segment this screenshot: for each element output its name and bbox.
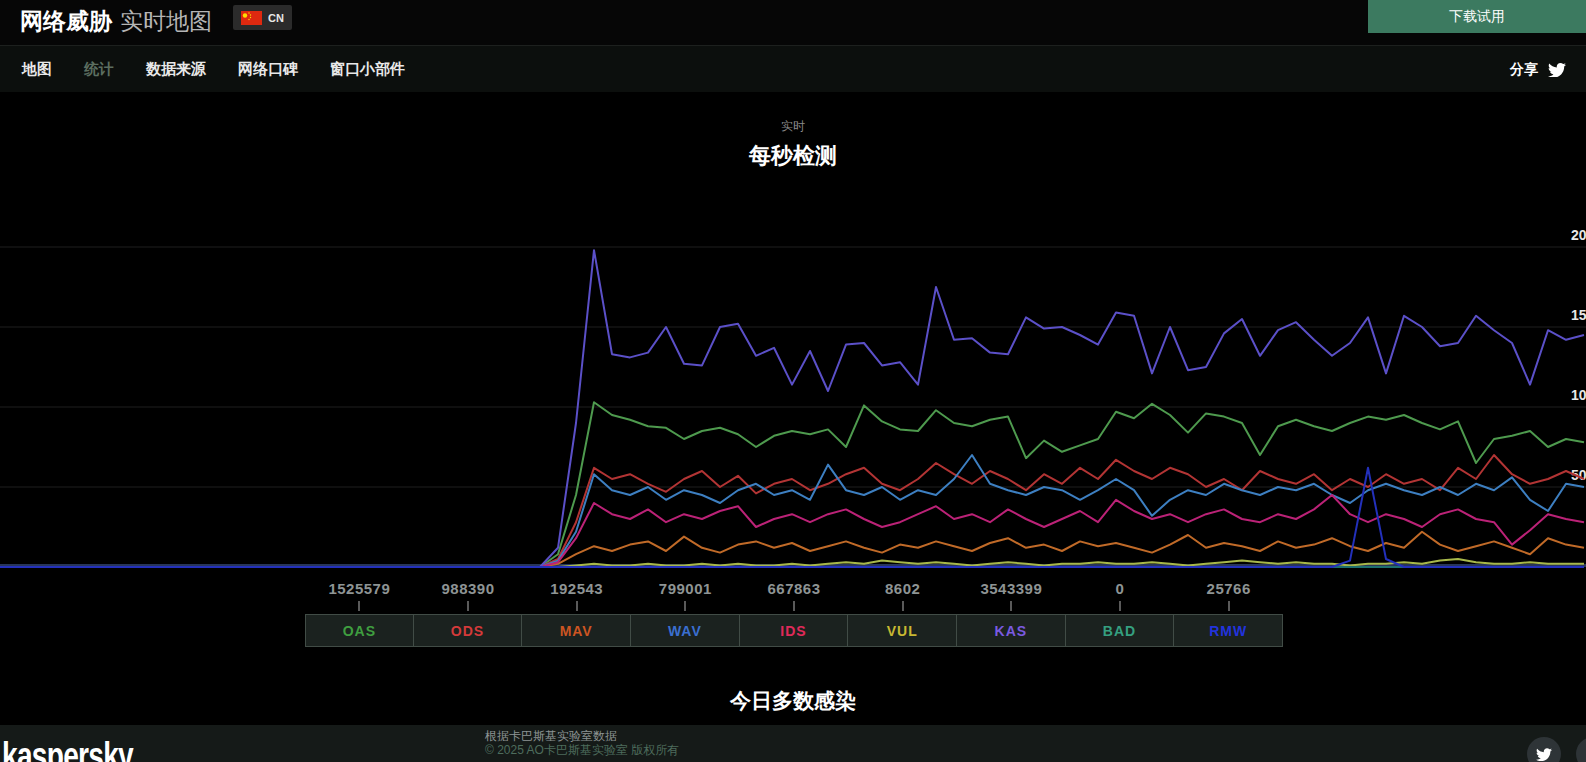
legend-tick <box>467 601 469 611</box>
legend-item-KAS: 3543399 KAS <box>957 581 1066 647</box>
tab-数据来源[interactable]: 数据来源 <box>146 60 206 79</box>
nav-tabs: 地图 统计 数据来源 网络口碑 窗口小部件 <box>22 46 405 93</box>
legend-item-WAV: 799001 WAV <box>631 581 740 647</box>
legend-value: 0 <box>1116 581 1125 597</box>
legend-button-MAV[interactable]: MAV <box>521 614 631 647</box>
legend-tick <box>902 601 904 611</box>
legend-value: 192543 <box>550 581 603 597</box>
footer-credits: 根据卡巴斯基实验室数据 © 2025 AO卡巴斯基实验室 版权所有 <box>485 729 679 757</box>
legend-button-VUL[interactable]: VUL <box>847 614 957 647</box>
footer-social <box>1527 737 1586 762</box>
nav-bar: 地图 统计 数据来源 网络口碑 窗口小部件 分享 <box>0 45 1586 92</box>
y-axis-label-150: 150 <box>1571 307 1586 323</box>
legend-value: 988390 <box>441 581 494 597</box>
series-IDS <box>0 495 1584 567</box>
twitter-icon <box>1536 747 1552 761</box>
tab-地图[interactable]: 地图 <box>22 60 52 79</box>
legend-tick <box>684 601 686 611</box>
tab-窗口小部件[interactable]: 窗口小部件 <box>330 60 405 79</box>
legend-item-ODS: 988390 ODS <box>414 581 523 647</box>
footer-credit-line2[interactable]: © 2025 AO卡巴斯基实验室 版权所有 <box>485 743 679 757</box>
footer: kaspersky 根据卡巴斯基实验室数据 © 2025 AO卡巴斯基实验室 版… <box>0 725 1586 762</box>
detections-chart: 20015010050 <box>0 0 1586 762</box>
share-label[interactable]: 分享 <box>1510 61 1538 79</box>
legend-button-ODS[interactable]: ODS <box>413 614 523 647</box>
china-flag-icon <box>241 11 262 25</box>
share-area: 分享 <box>1510 46 1566 93</box>
legend-item-BAD: 0 BAD <box>1066 581 1175 647</box>
legend-button-OAS[interactable]: OAS <box>305 614 414 647</box>
legend-item-OAS: 1525579 OAS <box>305 581 414 647</box>
app-title-bold: 网络威胁 <box>20 8 112 34</box>
legend: 1525579OAS988390ODS192543MAV799001WAV667… <box>305 581 1283 647</box>
legend-tick <box>793 601 795 611</box>
series-KAS <box>0 250 1584 567</box>
download-trial-button[interactable]: 下载试用 <box>1368 0 1586 33</box>
legend-value: 25766 <box>1207 581 1251 597</box>
chart-subtitle: 实时 <box>0 118 1586 135</box>
app-title-light: 实时地图 <box>120 8 212 34</box>
legend-button-IDS[interactable]: IDS <box>739 614 849 647</box>
tab-统计[interactable]: 统计 <box>84 60 114 79</box>
twitter-icon[interactable] <box>1548 62 1566 77</box>
legend-value: 667863 <box>767 581 820 597</box>
legend-value: 3543399 <box>980 581 1042 597</box>
legend-value: 799001 <box>659 581 712 597</box>
chart-heading: 实时 每秒检测 <box>0 118 1586 171</box>
app-header: 网络威胁实时地图 CN 下载试用 <box>0 0 1586 45</box>
legend-button-BAD[interactable]: BAD <box>1065 614 1175 647</box>
legend-item-RMW: 25766 RMW <box>1174 581 1283 647</box>
kaspersky-logo[interactable]: kaspersky <box>2 737 133 762</box>
footer-twitter-button[interactable] <box>1527 737 1561 762</box>
legend-value: 1525579 <box>328 581 390 597</box>
next-section-title: 今日多数感染 <box>0 687 1586 715</box>
app-title: 网络威胁实时地图 <box>20 6 212 37</box>
legend-value: 8602 <box>885 581 920 597</box>
footer-credit-line1: 根据卡巴斯基实验室数据 <box>485 729 679 743</box>
legend-button-WAV[interactable]: WAV <box>630 614 740 647</box>
legend-tick <box>358 601 360 611</box>
tab-网络口碑[interactable]: 网络口碑 <box>238 60 298 79</box>
legend-tick <box>1010 601 1012 611</box>
footer-facebook-button[interactable] <box>1576 737 1586 762</box>
legend-tick <box>1228 601 1230 611</box>
legend-tick <box>576 601 578 611</box>
y-axis-label-200: 200 <box>1571 227 1586 243</box>
legend-item-VUL: 8602 VUL <box>848 581 957 647</box>
series-RMW <box>0 468 1584 567</box>
legend-button-KAS[interactable]: KAS <box>956 614 1066 647</box>
chart-title: 每秒检测 <box>0 141 1586 171</box>
language-code: CN <box>268 12 284 24</box>
y-axis-label-100: 100 <box>1571 387 1586 403</box>
legend-button-RMW[interactable]: RMW <box>1173 614 1283 647</box>
legend-tick <box>1119 601 1121 611</box>
legend-item-IDS: 667863 IDS <box>740 581 849 647</box>
language-selector[interactable]: CN <box>233 5 292 30</box>
legend-item-MAV: 192543 MAV <box>522 581 631 647</box>
